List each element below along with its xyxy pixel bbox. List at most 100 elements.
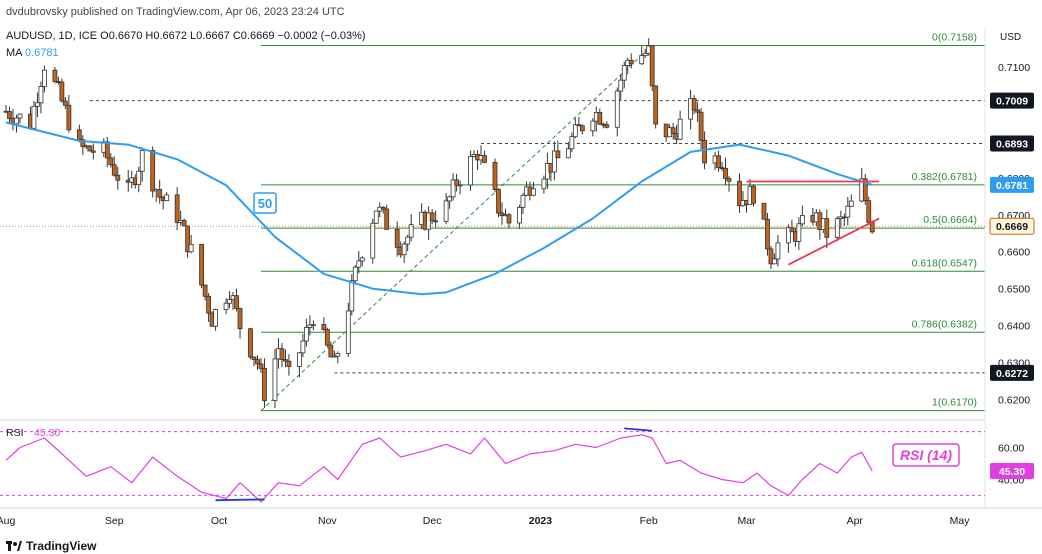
bearish-candle <box>251 356 257 360</box>
publisher-line: dvdubrovsky published on TradingView.com… <box>6 6 345 18</box>
bearish-candle <box>862 178 868 202</box>
bearish-candle <box>492 161 498 190</box>
bullish-candle <box>408 224 414 238</box>
price-tick-label: 0.6200 <box>998 395 1030 407</box>
bearish-candle <box>576 124 582 127</box>
bearish-candle <box>695 109 700 113</box>
bearish-candle <box>765 218 770 250</box>
rsi-tick-label: 60.00 <box>998 443 1024 455</box>
bullish-candle <box>356 260 362 268</box>
bearish-candle <box>255 359 260 365</box>
bullish-candle <box>31 105 37 129</box>
bearish-candle <box>384 208 390 230</box>
bullish-candle <box>447 196 452 202</box>
bullish-candle <box>227 299 232 304</box>
currency-label: USD <box>1000 32 1021 43</box>
bearish-candle <box>108 157 114 166</box>
bearish-candle <box>737 180 742 207</box>
bearish-candle <box>202 284 208 297</box>
bullish-candle <box>799 215 805 225</box>
bullish-candle <box>297 352 302 367</box>
bullish-candle <box>303 327 309 342</box>
bullish-candle <box>213 309 218 327</box>
bullish-candle <box>42 69 47 87</box>
bearish-candle <box>761 202 767 220</box>
bullish-candle <box>335 353 341 357</box>
bullish-candle <box>468 156 473 186</box>
ma-label-box <box>253 192 277 214</box>
bullish-candle <box>677 118 683 140</box>
fib-level-label: 1(0.6170) <box>932 397 977 409</box>
symbol-label: AUDUSD, 1D, ICE <box>6 30 98 42</box>
bullish-candle <box>17 113 23 119</box>
price-tick-label: 0.6400 <box>998 321 1030 333</box>
bearish-candle <box>199 243 205 286</box>
bullish-candle <box>531 188 536 196</box>
bearish-candle <box>7 111 12 119</box>
bullish-candle <box>848 200 854 207</box>
bearish-candle <box>248 328 253 358</box>
time-tick-label: 2023 <box>529 515 553 527</box>
bullish-candle <box>621 65 627 81</box>
ma-line: MA 0.6781 <box>6 47 59 59</box>
price-tick-label: 0.6500 <box>998 284 1030 296</box>
bearish-candle <box>454 179 459 186</box>
bullish-candle <box>639 55 645 65</box>
time-tick-label: Nov <box>318 515 337 527</box>
price-badge <box>990 364 1034 381</box>
bearish-candle <box>90 150 96 153</box>
bearish-candle <box>649 45 655 87</box>
bullish-candle <box>845 205 851 218</box>
bearish-candle <box>62 100 68 106</box>
time-tick-label: Mar <box>737 515 756 527</box>
bullish-candle <box>370 222 376 259</box>
rsi-axis-badge <box>990 463 1034 480</box>
bullish-candle <box>517 206 522 224</box>
time-tick-label: Sep <box>105 515 124 527</box>
bearish-candle <box>555 150 561 159</box>
bearish-candle <box>174 194 180 223</box>
bearish-candle <box>394 228 400 248</box>
bearish-candle <box>286 360 292 367</box>
bullish-candle <box>310 324 316 326</box>
bearish-candle <box>234 295 239 309</box>
price-badge-label: 0.6669 <box>996 221 1028 233</box>
fib-level-label: 0.786(0.6382) <box>912 318 977 330</box>
bearish-candle <box>506 214 512 224</box>
bearish-candle <box>328 344 334 358</box>
price-badge-label: 0.6893 <box>996 138 1028 150</box>
rsi-badge-box <box>892 443 960 467</box>
bullish-candle <box>300 340 306 354</box>
bullish-candle <box>405 236 411 245</box>
bearish-candle <box>866 200 872 223</box>
bullish-candle <box>618 79 624 92</box>
bearish-candle <box>52 69 58 83</box>
bearish-candle <box>702 139 707 164</box>
price-badge <box>990 92 1034 109</box>
time-tick-label: Feb <box>640 515 658 527</box>
time-tick-label: Aug <box>0 515 15 527</box>
tradingview-mark-icon <box>6 540 22 551</box>
bullish-candle <box>352 266 358 282</box>
bullish-candle <box>14 117 19 125</box>
bullish-candle <box>642 53 648 56</box>
bullish-candle <box>139 149 145 172</box>
bearish-candle <box>237 308 243 330</box>
bearish-candle <box>80 139 86 147</box>
bearish-candle <box>670 127 676 134</box>
bearish-candle <box>433 220 439 223</box>
bearish-candle <box>429 212 435 222</box>
bearish-candle <box>150 149 156 192</box>
bearish-candle <box>115 174 121 181</box>
bearish-candle <box>279 348 285 360</box>
bullish-candle <box>345 310 351 354</box>
rsi-badge-text: RSI (14) <box>900 447 952 463</box>
bearish-candle <box>185 225 191 253</box>
bullish-candle <box>541 178 547 190</box>
rsi-axis-badge-label: 45.30 <box>999 466 1025 478</box>
bearish-candle <box>604 124 610 128</box>
bearish-candle <box>597 112 603 125</box>
bullish-candle <box>834 218 840 238</box>
time-tick-label: Oct <box>211 515 227 527</box>
